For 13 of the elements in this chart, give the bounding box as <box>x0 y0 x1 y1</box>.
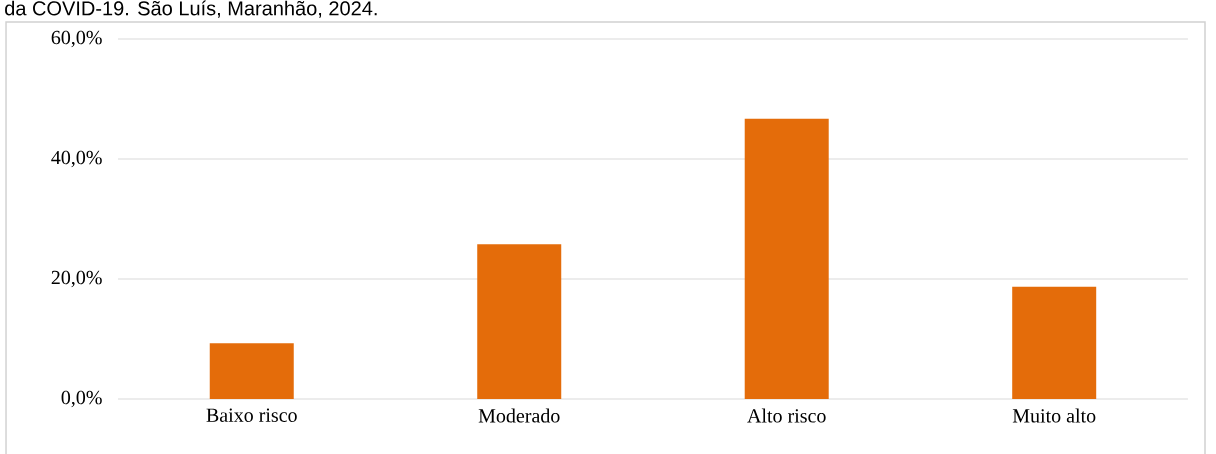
y-tick-label: 40,0% <box>51 150 102 168</box>
x-tick-label: Baixo risco <box>206 408 297 422</box>
bar <box>477 244 562 399</box>
x-tick-label: Moderado <box>478 408 560 423</box>
bar <box>209 343 294 399</box>
y-tick-label: 20,0% <box>51 270 102 288</box>
bar <box>744 118 829 399</box>
x-tick-label: Alto risco <box>747 408 826 423</box>
chart-title: da COVID-19. São Luís, Maranhão, 2024. <box>5 0 377 18</box>
y-tick-label: 60,0% <box>51 30 102 48</box>
x-tick-label: Muito alto <box>1012 408 1096 423</box>
bar <box>1012 286 1097 399</box>
y-tick-label: 0,0% <box>61 390 102 408</box>
